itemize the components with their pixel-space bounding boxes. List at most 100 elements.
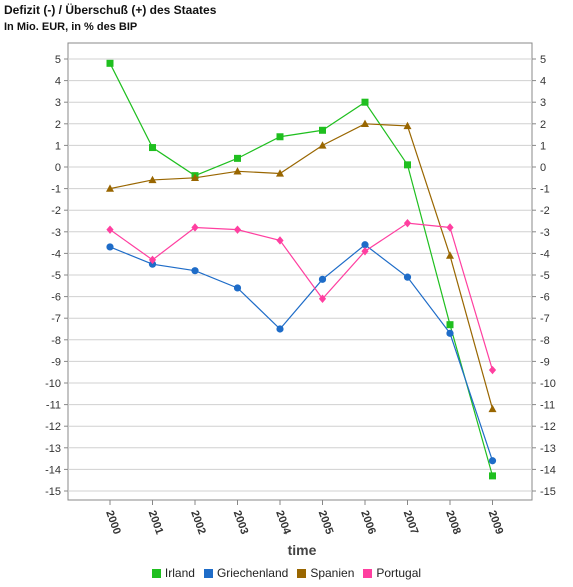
y-tick-label-right: 3 — [540, 97, 546, 109]
legend-swatch — [203, 568, 213, 578]
legend-swatch — [297, 568, 307, 578]
y-tick-label: -14 — [45, 464, 61, 476]
y-tick-label-right: -10 — [540, 378, 556, 390]
chart-subtitle: In Mio. EUR, in % des BIP — [4, 21, 138, 33]
legend-item-griechenland: Griechenland — [203, 566, 289, 580]
data-point-irland — [361, 98, 369, 106]
data-point-irland — [446, 321, 454, 329]
legend-label: Spanien — [310, 566, 355, 580]
data-point-griechenland — [148, 260, 157, 268]
x-tick-label: 2004 — [273, 509, 293, 537]
data-point-spanien — [446, 251, 454, 259]
data-point-portugal — [106, 225, 114, 234]
plot-area — [67, 42, 533, 501]
data-point-griechenland — [106, 243, 114, 251]
legend-item-irland: Irland — [151, 566, 195, 580]
x-tick-label: 2000 — [103, 509, 123, 536]
data-point-portugal — [446, 223, 454, 232]
data-point-griechenland — [403, 273, 412, 281]
y-tick-label-right: 4 — [540, 76, 546, 88]
data-point-portugal — [403, 218, 412, 228]
data-point-griechenland — [191, 267, 199, 275]
data-point-spanien — [106, 184, 114, 192]
y-tick-label-right: 1 — [540, 140, 546, 152]
x-axis-label: time — [288, 542, 317, 558]
legend-item-portugal: Portugal — [363, 566, 421, 580]
y-tick-label: 4 — [55, 76, 61, 88]
data-point-griechenland — [233, 284, 242, 292]
x-tick-label: 2003 — [231, 509, 251, 536]
chart-title: Defizit (-) / Überschuß (+) des Staates — [4, 3, 217, 17]
y-tick-label: -11 — [46, 400, 61, 412]
x-tick-label: 2001 — [146, 509, 166, 536]
y-tick-label: 2 — [55, 119, 61, 131]
data-point-griechenland — [276, 325, 284, 333]
y-tick-label: -1 — [51, 184, 61, 196]
series-line-portugal — [109, 222, 494, 371]
data-point-irland — [149, 144, 156, 152]
y-tick-label: -7 — [51, 313, 61, 325]
x-tick-label: 2005 — [316, 509, 336, 536]
legend-label: Irland — [164, 566, 195, 580]
series-line-spanien — [109, 123, 494, 410]
legend-item-spanien: Spanien — [297, 566, 354, 580]
y-tick-label: -10 — [45, 378, 61, 390]
y-tick-label-right: -5 — [540, 270, 550, 282]
data-point-spanien — [191, 173, 199, 181]
data-point-griechenland — [361, 241, 369, 249]
y-tick-label: -5 — [51, 270, 61, 282]
y-tick-label-right: 5 — [540, 54, 546, 66]
data-point-griechenland — [318, 275, 327, 283]
data-point-portugal — [361, 247, 369, 256]
y-tick-label: -2 — [51, 205, 61, 217]
y-tick-label-right: -12 — [540, 421, 556, 433]
y-tick-label-right: -11 — [540, 400, 555, 412]
series-line-irland — [109, 63, 494, 477]
y-tick-label-right: -4 — [540, 248, 550, 260]
y-tick-label-right: -8 — [540, 335, 550, 347]
y-tick-label-right: -7 — [540, 313, 550, 325]
y-tick-label: -12 — [45, 421, 61, 433]
data-point-spanien — [233, 167, 242, 175]
y-tick-label: -4 — [51, 248, 61, 260]
line-chart: 5 5 4 4 3 3 2 2 1 1 0 0 -1 -1 -2 -2 -3 -3 -4 -4 -5 -5 -6 -6 -7 -7… — [45, 42, 556, 558]
y-tick-label: -6 — [51, 292, 61, 304]
legend-swatch — [151, 568, 161, 578]
y-tick-label: -3 — [51, 227, 61, 239]
legend-swatch — [363, 568, 373, 578]
data-point-portugal — [318, 294, 327, 303]
x-tick-label: 2006 — [358, 509, 378, 536]
legend-label: Griechenland — [216, 566, 289, 580]
data-point-irland — [404, 161, 411, 169]
data-point-irland — [106, 59, 114, 67]
data-point-irland — [234, 154, 241, 162]
data-point-griechenland — [446, 329, 454, 337]
y-tick-label-right: -14 — [540, 464, 556, 476]
data-point-spanien — [488, 404, 497, 413]
y-tick-label-right: -2 — [540, 205, 550, 217]
x-tick-label: 2008 — [443, 509, 463, 536]
x-tick-label: 2002 — [188, 509, 208, 536]
y-tick-label: -15 — [45, 486, 61, 498]
y-tick-label-right: -3 — [540, 227, 550, 239]
legend-label: Portugal — [376, 566, 422, 580]
data-point-griechenland — [488, 457, 497, 465]
data-point-irland — [276, 133, 284, 141]
y-tick-label: 3 — [55, 97, 61, 109]
data-point-spanien — [276, 169, 284, 177]
y-tick-label-right: -15 — [540, 486, 556, 498]
data-point-irland — [489, 472, 496, 480]
x-tick-label: 2009 — [486, 509, 506, 536]
data-point-spanien — [403, 121, 412, 130]
y-tick-label-right: -1 — [540, 184, 550, 196]
series-line-griechenland — [109, 243, 494, 461]
chart-legend: Irland Griechenland Spanien Portugal — [0, 566, 573, 580]
y-tick-label-right: -6 — [540, 292, 550, 304]
y-tick-label: 5 — [55, 54, 61, 66]
y-tick-label: -8 — [51, 335, 61, 347]
y-tick-label-right: 0 — [540, 162, 546, 174]
data-point-spanien — [148, 175, 157, 184]
data-point-portugal — [233, 225, 242, 234]
data-point-spanien — [361, 119, 369, 127]
data-point-irland — [319, 126, 326, 134]
